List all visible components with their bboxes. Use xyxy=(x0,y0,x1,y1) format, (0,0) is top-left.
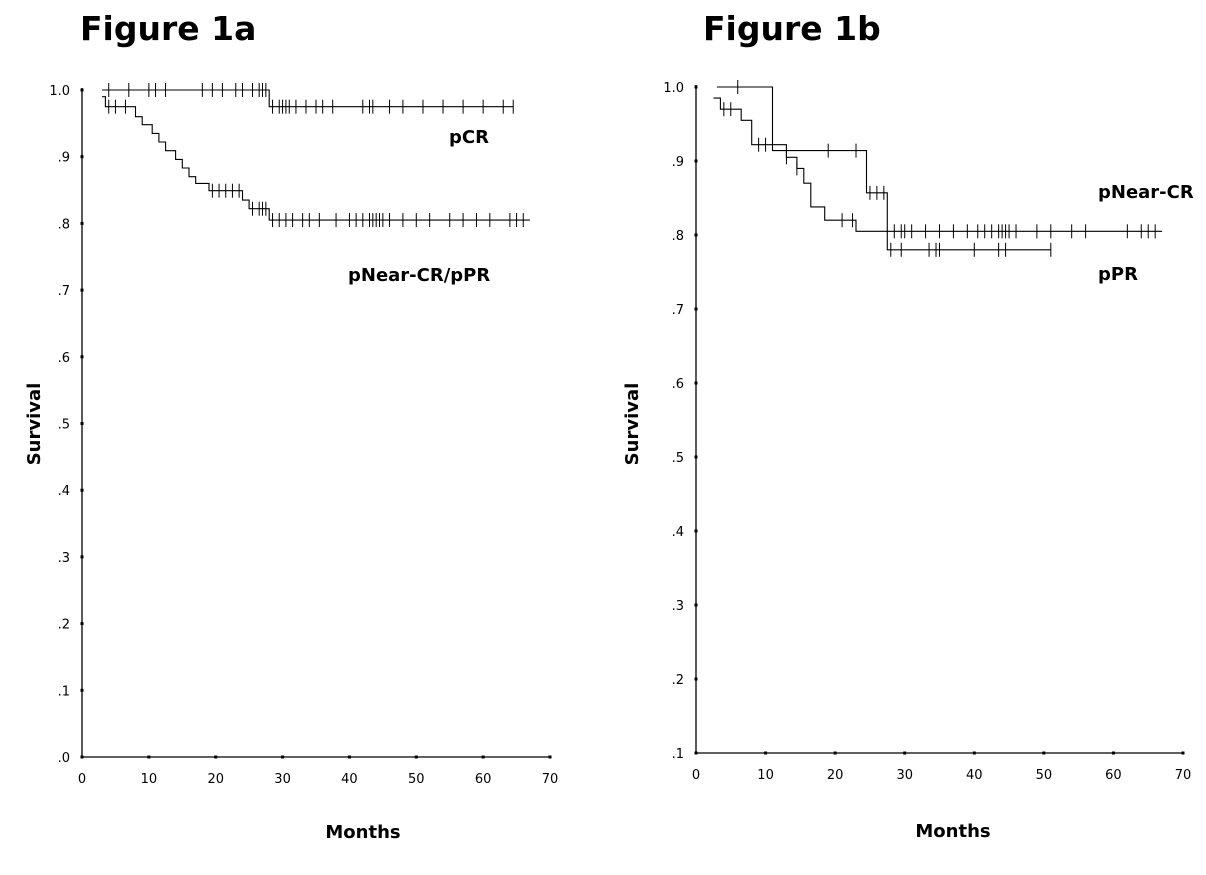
y-tick-label-a: .2 xyxy=(58,618,70,633)
x-tick-mark-a xyxy=(281,755,285,759)
x-tick-label-b: 50 xyxy=(1036,768,1053,783)
figure-1a-title: Figure 1a xyxy=(80,9,257,48)
y-tick-label-b: .9 xyxy=(672,155,684,170)
y-tick-mark-a xyxy=(80,355,84,359)
km-curve-pnear-cr-ppr xyxy=(102,96,530,221)
x-axis-title-b: Months xyxy=(915,821,990,842)
x-tick-label-a: 20 xyxy=(207,772,224,787)
x-tick-mark-a xyxy=(347,755,351,759)
x-tick-label-b: 20 xyxy=(827,768,844,783)
x-tick-mark-a xyxy=(147,755,151,759)
x-tick-mark-a xyxy=(414,755,418,759)
y-tick-label-a: .9 xyxy=(58,151,70,166)
x-tick-label-b: 30 xyxy=(896,768,913,783)
y-tick-mark-b xyxy=(694,381,698,385)
y-tick-label-b: .8 xyxy=(672,229,684,244)
y-tick-mark-b xyxy=(694,529,698,533)
x-tick-mark-b xyxy=(833,751,837,755)
x-tick-mark-b xyxy=(1042,751,1046,755)
x-tick-mark-a xyxy=(481,755,485,759)
y-tick-label-a: .7 xyxy=(58,284,70,299)
y-tick-label-b: .1 xyxy=(672,747,684,762)
y-axis-title-b: Survival xyxy=(622,383,643,466)
y-tick-mark-a xyxy=(80,488,84,492)
y-tick-mark-b xyxy=(694,159,698,163)
x-tick-label-a: 70 xyxy=(542,772,559,787)
y-tick-mark-b xyxy=(694,85,698,89)
y-tick-mark-b xyxy=(694,455,698,459)
x-tick-label-a: 60 xyxy=(475,772,492,787)
x-axis-title-a: Months xyxy=(325,822,400,843)
x-tick-label-a: 30 xyxy=(274,772,291,787)
y-tick-mark-a xyxy=(80,88,84,92)
x-tick-label-a: 10 xyxy=(141,772,158,787)
x-tick-label-b: 60 xyxy=(1105,768,1122,783)
x-tick-label-b: 0 xyxy=(692,768,700,783)
x-tick-label-b: 70 xyxy=(1175,768,1192,783)
x-tick-mark-a xyxy=(214,755,218,759)
x-tick-mark-b xyxy=(1111,751,1115,755)
x-tick-label-b: 40 xyxy=(966,768,983,783)
y-tick-label-a: .0 xyxy=(58,751,70,766)
y-tick-label-a: .1 xyxy=(58,684,70,699)
y-tick-label-a: .6 xyxy=(58,351,70,366)
y-tick-label-b: .3 xyxy=(672,599,684,614)
km-curve-ppr xyxy=(713,97,1051,251)
series-label-pcr: pCR xyxy=(449,127,489,148)
y-tick-label-a: .8 xyxy=(58,217,70,232)
x-tick-mark-b xyxy=(1181,751,1185,755)
y-tick-label-b: .6 xyxy=(672,377,684,392)
y-tick-mark-a xyxy=(80,221,84,225)
km-curve-pnear-cr xyxy=(716,86,1163,232)
y-tick-label-a: .4 xyxy=(58,484,70,499)
figure-1b-title: Figure 1b xyxy=(703,9,881,48)
y-tick-mark-b xyxy=(694,751,698,755)
y-tick-mark-b xyxy=(694,603,698,607)
y-tick-label-b: .7 xyxy=(672,303,684,318)
y-tick-label-a: .5 xyxy=(58,418,70,433)
y-tick-label-a: 1.0 xyxy=(49,84,70,99)
x-tick-label-a: 0 xyxy=(78,772,86,787)
x-tick-label-a: 50 xyxy=(408,772,425,787)
y-tick-label-b: .5 xyxy=(672,451,684,466)
y-tick-mark-a xyxy=(80,688,84,692)
x-tick-label-a: 40 xyxy=(341,772,358,787)
y-tick-label-a: .3 xyxy=(58,551,70,566)
series-label-ppr: pPR xyxy=(1098,264,1138,285)
x-tick-mark-b xyxy=(903,751,907,755)
y-tick-mark-a xyxy=(80,555,84,559)
y-tick-mark-b xyxy=(694,677,698,681)
y-tick-mark-a xyxy=(80,622,84,626)
x-tick-mark-b xyxy=(972,751,976,755)
y-tick-mark-a xyxy=(80,422,84,425)
y-tick-label-b: .4 xyxy=(672,525,684,540)
y-tick-mark-b xyxy=(694,233,698,237)
y-tick-label-b: .2 xyxy=(672,673,684,688)
x-tick-mark-b xyxy=(764,751,768,755)
y-axis-title-a: Survival xyxy=(24,383,45,466)
y-tick-mark-a xyxy=(80,755,84,759)
x-tick-mark-a xyxy=(548,755,552,759)
y-tick-mark-b xyxy=(694,307,698,311)
km-curve-pcr xyxy=(102,89,514,108)
y-tick-label-b: 1.0 xyxy=(663,81,684,96)
series-label-pnear-cr-ppr: pNear-CR/pPR xyxy=(348,265,490,286)
x-tick-label-b: 10 xyxy=(757,768,774,783)
series-label-pnear-cr: pNear-CR xyxy=(1098,182,1194,203)
y-tick-mark-a xyxy=(80,288,84,292)
y-tick-mark-a xyxy=(80,155,84,159)
